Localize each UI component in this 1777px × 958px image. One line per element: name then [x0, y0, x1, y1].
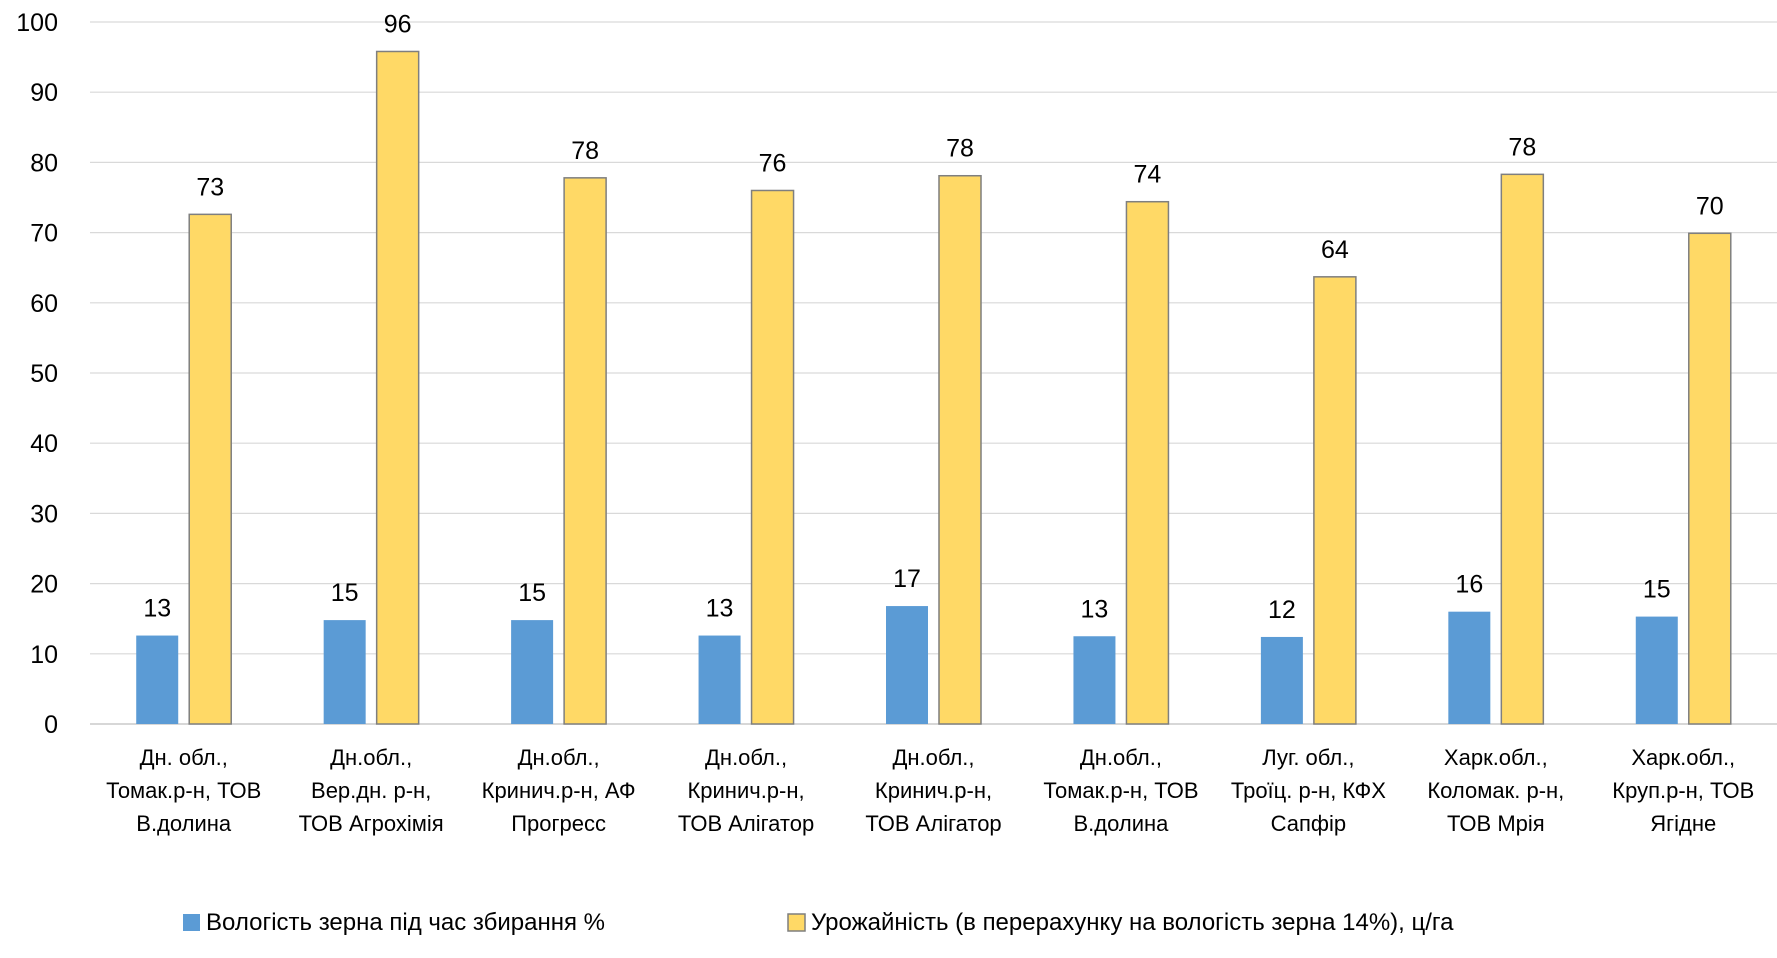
bar-yield — [563, 177, 607, 725]
data-label: 16 — [1455, 571, 1483, 599]
data-label: 76 — [759, 149, 787, 177]
data-label: 73 — [196, 173, 224, 201]
bar-moisture — [1073, 636, 1116, 724]
x-tick-label: Ягідне — [1650, 811, 1716, 836]
x-tick-label: Кринич.р-н, — [875, 778, 992, 803]
bar-moisture — [698, 635, 741, 724]
legend: Вологість зерна під час збирання % Урожай… — [183, 909, 1454, 936]
x-tick-label: Дн.обл., — [1080, 745, 1162, 770]
bar-yield — [750, 189, 795, 725]
x-tick-label: Прогресс — [511, 811, 606, 836]
y-tick-label: 70 — [30, 220, 58, 248]
bar-moisture — [136, 635, 179, 724]
x-tick-label: Коломак. р-н, — [1427, 778, 1564, 803]
bar-yield — [1125, 200, 1170, 725]
y-tick-label: 80 — [30, 149, 58, 177]
x-tick-label: Дн.обл., — [330, 745, 412, 770]
x-tick-label: Томак.р-н, ТОВ — [106, 778, 261, 803]
data-label: 70 — [1696, 192, 1724, 220]
x-tick-label: Харк.обл., — [1444, 745, 1548, 770]
x-tick-label: ТОВ Мрія — [1447, 811, 1545, 836]
bar-yield — [1688, 232, 1732, 725]
data-label: 13 — [1081, 595, 1109, 623]
x-tick-label: Вер.дн. р-н, — [311, 778, 431, 803]
x-tick-label: Кринич.р-н, АФ — [482, 778, 636, 803]
x-tick-label: ТОВ Алігатор — [678, 811, 814, 836]
data-label: 74 — [1134, 161, 1162, 189]
data-label: 17 — [893, 565, 921, 593]
bar-yield — [375, 50, 420, 725]
x-tick-label: Круп.р-н, ТОВ — [1612, 778, 1754, 803]
bar-yield — [1500, 173, 1545, 725]
x-tick-label: Дн.обл., — [705, 745, 787, 770]
bar-moisture — [511, 620, 554, 724]
bar-yield — [938, 174, 982, 725]
x-tick-label: Дн.обл., — [518, 745, 600, 770]
gridlines — [90, 21, 1777, 725]
y-tick-label: 0 — [44, 711, 58, 739]
data-label: 13 — [706, 595, 734, 623]
data-label: 78 — [571, 137, 599, 165]
x-tick-label: Дн. обл., — [140, 745, 228, 770]
bar-moisture — [1448, 611, 1491, 724]
y-tick-label: 90 — [30, 79, 58, 107]
data-labels: 13 73 15 96 15 78 13 76 17 78 13 74 12 64 16 78 15 70 — [143, 10, 1723, 623]
x-tick-label: ТОВ Агрохімія — [299, 811, 444, 836]
data-label: 96 — [384, 10, 412, 38]
legend-label: Урожайність (в перерахунку на вологість … — [811, 909, 1454, 936]
data-label: 15 — [331, 579, 359, 607]
y-tick-label: 30 — [30, 500, 58, 528]
x-tick-label: Дн.обл., — [892, 745, 974, 770]
data-label: 78 — [946, 135, 974, 163]
bar-yield — [188, 213, 232, 725]
x-tick-label: Сапфір — [1271, 811, 1347, 836]
x-tick-label: В.долина — [1073, 811, 1169, 836]
bar-moisture — [886, 606, 928, 724]
y-tick-label: 60 — [30, 290, 58, 318]
data-label: 15 — [1643, 576, 1671, 604]
x-tick-label: Троїц. р-н, КФХ — [1231, 778, 1386, 803]
y-tick-label: 40 — [30, 430, 58, 458]
legend-label: Вологість зерна під час збирання % — [206, 909, 605, 936]
y-tick-label: 10 — [30, 641, 58, 669]
bar-moisture — [1635, 616, 1678, 724]
data-label: 64 — [1321, 236, 1349, 264]
bar-moisture — [323, 620, 366, 724]
x-axis: Дн. обл., Томак.р-н, ТОВ В.долина Дн.обл., В… — [106, 745, 1754, 836]
x-tick-label: Кринич.р-н, — [687, 778, 804, 803]
bar-moisture — [1260, 636, 1303, 724]
data-label: 13 — [143, 595, 171, 623]
data-label: 78 — [1508, 133, 1536, 161]
y-tick-label: 50 — [30, 360, 58, 388]
y-tick-label: 100 — [16, 9, 58, 37]
data-label: 12 — [1268, 596, 1296, 624]
x-tick-label: Томак.р-н, ТОВ — [1043, 778, 1198, 803]
x-tick-label: ТОВ Алігатор — [865, 811, 1001, 836]
y-axis: 0 10 20 30 40 50 60 70 80 90 100 — [16, 9, 58, 739]
x-tick-label: Харк.обл., — [1631, 745, 1735, 770]
bars — [136, 50, 1732, 725]
data-label: 15 — [518, 579, 546, 607]
legend-swatch — [183, 914, 200, 931]
legend-swatch — [787, 913, 806, 932]
x-tick-label: В.долина — [136, 811, 232, 836]
bar-yield — [1313, 276, 1357, 725]
x-tick-label: Луг. обл., — [1262, 745, 1354, 770]
y-tick-label: 20 — [30, 571, 58, 599]
